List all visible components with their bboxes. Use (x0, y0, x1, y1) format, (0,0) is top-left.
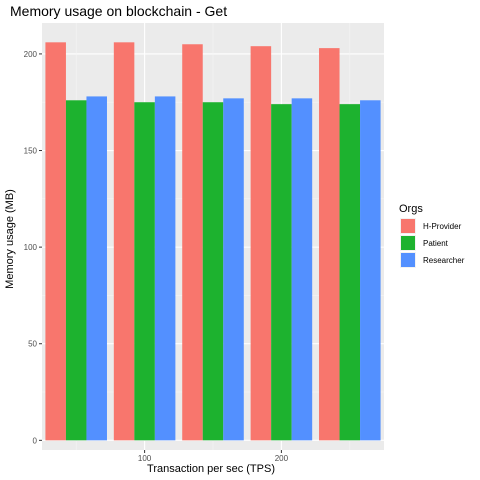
legend-title: Orgs (399, 203, 423, 215)
bar-h-provider (250, 46, 272, 441)
bar-patient (339, 104, 361, 441)
x-tick-label: 200 (275, 454, 289, 463)
bar-researcher (154, 96, 176, 441)
bar-researcher (86, 96, 107, 441)
bar-h-provider (319, 48, 340, 441)
y-tick-label: 150 (24, 147, 38, 156)
bar-patient (134, 102, 155, 441)
bar-patient (202, 102, 224, 441)
legend-swatch (401, 219, 415, 233)
bar-h-provider (45, 42, 66, 441)
legend: Orgs H-Provider Patient Researcher (399, 203, 465, 268)
x-axis-label: Transaction per sec (TPS) (147, 463, 275, 475)
y-tick-label: 100 (24, 243, 38, 252)
bar-researcher (291, 98, 313, 441)
bar-patient (271, 104, 292, 441)
chart-title: Memory usage on blockchain - Get (10, 3, 227, 19)
bar-h-provider (113, 42, 135, 441)
bar-researcher (223, 98, 244, 441)
legend-label: Patient (423, 239, 449, 248)
legend-swatch (401, 253, 415, 267)
axes: 0 50 100 150 200 100 200 (24, 50, 289, 463)
y-tick-label: 200 (24, 50, 38, 59)
legend-label: Researcher (423, 256, 465, 265)
bar-h-provider (182, 44, 203, 441)
bars (45, 42, 381, 441)
bar-patient (65, 100, 87, 441)
legend-swatch (401, 236, 415, 250)
legend-label: H-Provider (423, 222, 462, 231)
y-tick-label: 0 (33, 436, 38, 445)
y-axis-label: Memory usage (MB) (4, 189, 16, 289)
bar-researcher (360, 100, 381, 441)
y-tick-label: 50 (28, 340, 37, 349)
x-tick-label: 100 (138, 454, 152, 463)
